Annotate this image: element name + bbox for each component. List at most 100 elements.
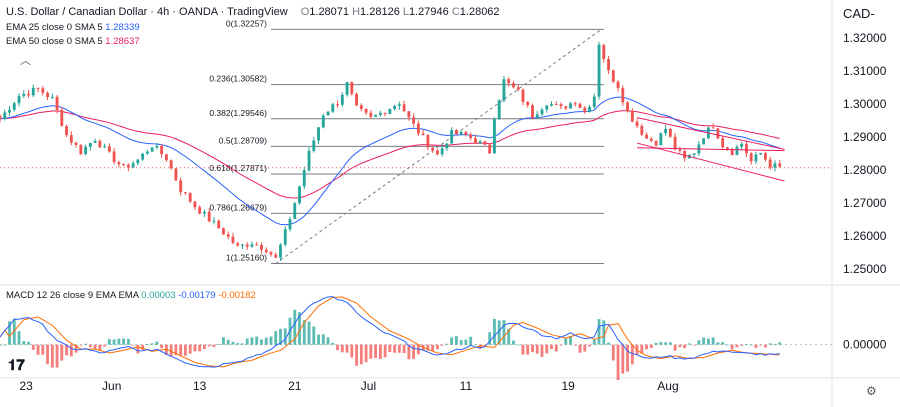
macd-signal-line	[0, 296, 780, 368]
candle-body	[507, 79, 511, 84]
macd-histogram-bar	[535, 344, 539, 354]
candle-body	[46, 92, 49, 98]
macd-histogram-bar	[431, 344, 435, 352]
macd-histogram-bar	[88, 344, 92, 348]
time-tick-label: Jul	[361, 379, 376, 393]
macd-histogram-bar	[378, 344, 382, 359]
gear-icon[interactable]: ⚙	[866, 384, 877, 398]
candle-body	[459, 131, 463, 135]
candle-body	[564, 106, 568, 109]
macd-histogram-bar	[692, 344, 696, 346]
candle-body	[22, 93, 26, 96]
candle-body	[103, 146, 107, 148]
macd-histogram-bar	[364, 344, 368, 363]
macd-histogram-bar	[31, 344, 35, 350]
macd-histogram-bar	[103, 344, 107, 347]
macd-histogram-bar	[602, 320, 606, 345]
candle-body	[8, 109, 11, 113]
candle-body	[345, 82, 349, 95]
macd-histogram-bar	[164, 344, 168, 356]
macd-histogram-bar	[759, 344, 763, 346]
macd-histogram-bar	[69, 344, 73, 357]
candle-body	[664, 128, 668, 134]
candle-body	[283, 229, 287, 245]
macd-histogram-bar	[107, 339, 111, 345]
candle-body	[279, 244, 282, 258]
macd-histogram-bar	[65, 344, 68, 356]
ema25-legend[interactable]: EMA 25 close 0 SMA 5 1.28339	[6, 22, 140, 33]
macd-histogram-bar	[207, 344, 211, 347]
macd-histogram-bar	[84, 343, 88, 345]
candle-body	[255, 244, 259, 246]
tradingview-logo-icon[interactable]: 𝟏𝟕	[8, 356, 25, 374]
chevron-up-icon[interactable]: ︿	[20, 55, 31, 67]
macd-histogram-bar	[350, 344, 354, 358]
macd-histogram-bar	[122, 338, 126, 345]
macd-histogram-bar	[716, 342, 720, 345]
candle-body	[269, 252, 273, 255]
macd-histogram-bar	[578, 344, 582, 353]
candle-body	[702, 138, 706, 145]
candle-body	[107, 146, 111, 152]
macd-legend[interactable]: MACD 12 26 close 9 EMA EMA 0.00003 -0.00…	[6, 290, 256, 301]
candle-body	[469, 134, 473, 139]
macd-histogram-bar	[678, 344, 682, 348]
macd-histogram-bar	[488, 332, 492, 345]
macd-histogram-bar	[41, 344, 45, 355]
candle-body	[668, 128, 672, 137]
macd-histogram-bar	[687, 343, 691, 345]
candle-body	[535, 114, 539, 118]
macd-histogram-bar	[616, 344, 620, 381]
candle-body	[117, 162, 121, 165]
fib-level-label: 0.382(1.29546)	[209, 108, 267, 118]
macd-histogram-bar	[359, 344, 363, 365]
candle-body	[17, 95, 21, 104]
candle-body	[74, 142, 78, 145]
macd-histogram-bar	[231, 341, 235, 345]
macd-histogram-bar	[768, 343, 772, 345]
candle-body	[69, 135, 73, 143]
candle-body	[416, 123, 420, 134]
macd-histogram-bar	[440, 344, 444, 346]
candle-body	[431, 147, 435, 151]
candle-body	[212, 220, 216, 222]
macd-histogram-bar	[98, 344, 102, 351]
candle-body	[569, 103, 572, 109]
candle-body	[179, 180, 183, 193]
candle-body	[478, 141, 482, 144]
candle-body	[630, 111, 634, 122]
candle-body	[193, 201, 197, 208]
candle-body	[160, 145, 164, 155]
macd-histogram-bar	[126, 338, 130, 345]
price-tick-label: 1.25000	[843, 262, 887, 276]
macd-histogram-bar	[293, 309, 297, 345]
macd-histogram-bar	[136, 344, 140, 354]
candle-body	[222, 228, 225, 235]
macd-histogram-bar	[141, 344, 145, 350]
macd-line	[0, 296, 780, 368]
macd-histogram-bar	[497, 320, 501, 345]
time-tick-label: 13	[193, 379, 207, 393]
macd-histogram-bar	[426, 344, 430, 351]
macd-histogram-bar	[744, 344, 748, 345]
macd-histogram-bar	[702, 337, 706, 345]
candle-body	[683, 151, 687, 159]
candle-body	[31, 87, 35, 96]
symbol-title[interactable]: U.S. Dollar / Canadian Dollar · 4h · OAN…	[6, 6, 288, 18]
currency-selector[interactable]: CAD-	[843, 6, 875, 21]
macd-histogram-bar	[540, 344, 544, 357]
time-tick-label: 19	[561, 379, 575, 393]
candle-body	[516, 87, 520, 90]
macd-histogram-bar	[749, 344, 753, 346]
ema50-legend[interactable]: EMA 50 close 0 SMA 5 1.28637	[6, 36, 140, 47]
macd-histogram-bar	[336, 344, 339, 351]
candle-body	[378, 112, 382, 115]
candle-body	[65, 126, 68, 136]
macd-histogram-bar	[383, 344, 387, 358]
candle-body	[592, 96, 596, 107]
candle-body	[336, 104, 339, 106]
candle-body	[616, 81, 620, 89]
price-tick-label: 1.31000	[843, 64, 887, 78]
candle-body	[512, 83, 515, 88]
